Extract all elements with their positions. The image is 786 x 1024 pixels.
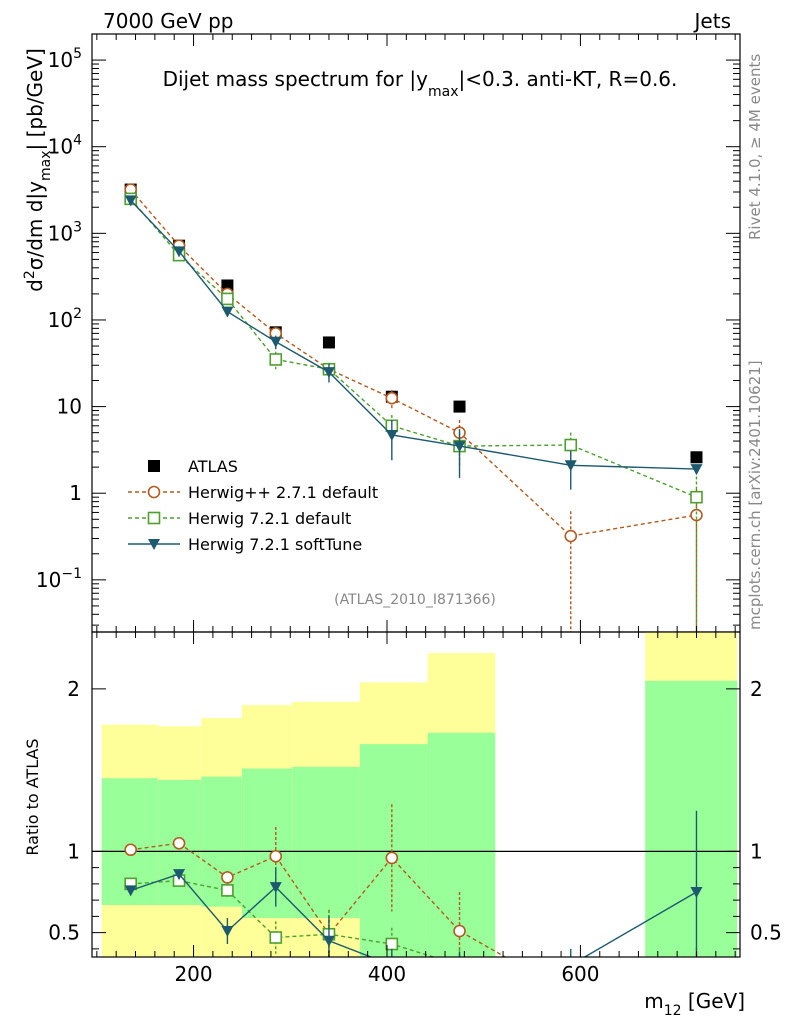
main-panel: Dijet mass spectrum for |ymax|<0.3. anti… <box>22 33 741 633</box>
series-3 <box>124 192 703 632</box>
data-point <box>221 292 234 306</box>
data-point <box>564 460 577 472</box>
y-tick-label: 103 <box>48 219 82 245</box>
ratio-point <box>221 926 234 937</box>
ratio-point <box>385 851 399 865</box>
x-axis-label: m12 [GeV] <box>644 989 745 1019</box>
ratio-point <box>690 887 703 898</box>
ratio-point <box>691 974 702 985</box>
header-left: 7000 GeV pp <box>103 9 234 33</box>
legend-entry-2: Herwig++ 2.7.1 default <box>128 483 378 502</box>
y-tick-label: 104 <box>48 133 82 159</box>
data-point <box>564 438 578 452</box>
data-point <box>690 508 703 522</box>
side-label-bottom: mcplots.cern.ch [arXiv:2401.10621] <box>746 360 764 630</box>
data-point <box>173 246 186 258</box>
ratio-point <box>453 924 466 938</box>
ratio-point <box>454 960 465 971</box>
legend-label: Herwig 7.2.1 default <box>188 509 351 528</box>
ratio-point <box>322 935 335 947</box>
x-tick-label: 600 <box>561 962 599 986</box>
ratio-y-tick-label: 1 <box>67 839 80 863</box>
legend-entry-3: Herwig 7.2.1 default <box>128 509 351 528</box>
ratio-point <box>565 989 576 1000</box>
atlas-point <box>453 400 466 413</box>
data-point <box>221 306 234 318</box>
series-4 <box>124 195 703 490</box>
ratio-point <box>172 836 186 850</box>
data-point <box>453 441 466 453</box>
data-point <box>322 367 335 379</box>
legend-marker <box>148 539 160 550</box>
uncertainty-band-green <box>645 680 738 957</box>
chart-title: Dijet mass spectrum for |ymax|<0.3. anti… <box>163 67 678 100</box>
data-point <box>385 391 399 405</box>
ratio-point <box>269 849 283 863</box>
legend-entry-1: ATLAS <box>148 457 238 476</box>
uncertainty-band-green <box>292 766 360 918</box>
uncertainty-band-green <box>427 732 496 957</box>
atlas-point <box>690 451 703 464</box>
uncertainty-band-green <box>359 744 428 957</box>
legend: ATLAS Herwig++ 2.7.1 default Herwig 7.2.1 … <box>128 457 378 554</box>
ratio-point <box>124 885 137 897</box>
ratio-panel: 0.5 0.5 1 1 2 2 200 400 600 Ratio to ATLAS m12 [… <box>23 631 782 1019</box>
legend-marker <box>147 511 161 525</box>
series-2 <box>124 183 703 632</box>
y-tick-label: 1 <box>69 481 82 505</box>
data-point <box>690 490 703 504</box>
ratio-y-tick-label-right: 0.5 <box>750 921 782 945</box>
data-point <box>690 464 703 476</box>
ratio-y-label: Ratio to ATLAS <box>23 738 42 855</box>
ratio-point <box>385 937 399 951</box>
atlas-point <box>322 336 335 349</box>
ratio-point <box>221 871 234 884</box>
analysis-watermark: (ATLAS_2010_I871366) <box>334 592 496 608</box>
ratio-point <box>454 963 466 974</box>
uncertainty-band-green <box>241 768 293 918</box>
data-point <box>385 429 398 441</box>
ratio-y-tick-label: 0.5 <box>48 921 80 945</box>
y-tick-label: 10 <box>57 395 82 419</box>
y-tick-label: 105 <box>48 46 82 72</box>
ratio-series-3 <box>124 810 703 974</box>
ratio-y-tick-label-right: 1 <box>750 839 763 863</box>
series-line <box>130 198 697 498</box>
ratio-point <box>269 931 283 944</box>
data-point <box>269 336 282 348</box>
ratio-point <box>173 869 186 881</box>
series-line <box>130 199 697 470</box>
legend-label: ATLAS <box>188 457 238 476</box>
data-point <box>124 195 137 207</box>
header-right: Jets <box>693 9 731 33</box>
ratio-point <box>691 976 702 987</box>
side-label-top: Rivet 4.1.0, ≥ 4M events <box>746 54 764 240</box>
x-tick-label: 200 <box>174 962 212 986</box>
ratio-point <box>269 882 282 894</box>
legend-entry-4: Herwig 7.2.1 softTune <box>128 535 362 554</box>
x-tick-label: 400 <box>368 962 406 986</box>
series-1 <box>124 183 703 464</box>
ratio-frame <box>91 631 741 958</box>
ratio-y-tick-label-right: 2 <box>750 677 763 701</box>
ratio-y-tick-label: 2 <box>67 677 80 701</box>
data-point <box>269 353 283 366</box>
ratio-point <box>124 843 137 857</box>
data-point <box>564 529 578 543</box>
y-tick-label: 10−1 <box>36 566 82 592</box>
y-axis-label: d2σ/dm d|ymax| [pb/GeV] <box>22 48 54 292</box>
legend-marker <box>148 460 160 472</box>
legend-label: Herwig++ 2.7.1 default <box>188 483 378 502</box>
y-tick-label: 102 <box>48 306 82 332</box>
legend-marker <box>147 485 161 499</box>
legend-label: Herwig 7.2.1 softTune <box>188 535 362 554</box>
ratio-point <box>221 884 234 897</box>
